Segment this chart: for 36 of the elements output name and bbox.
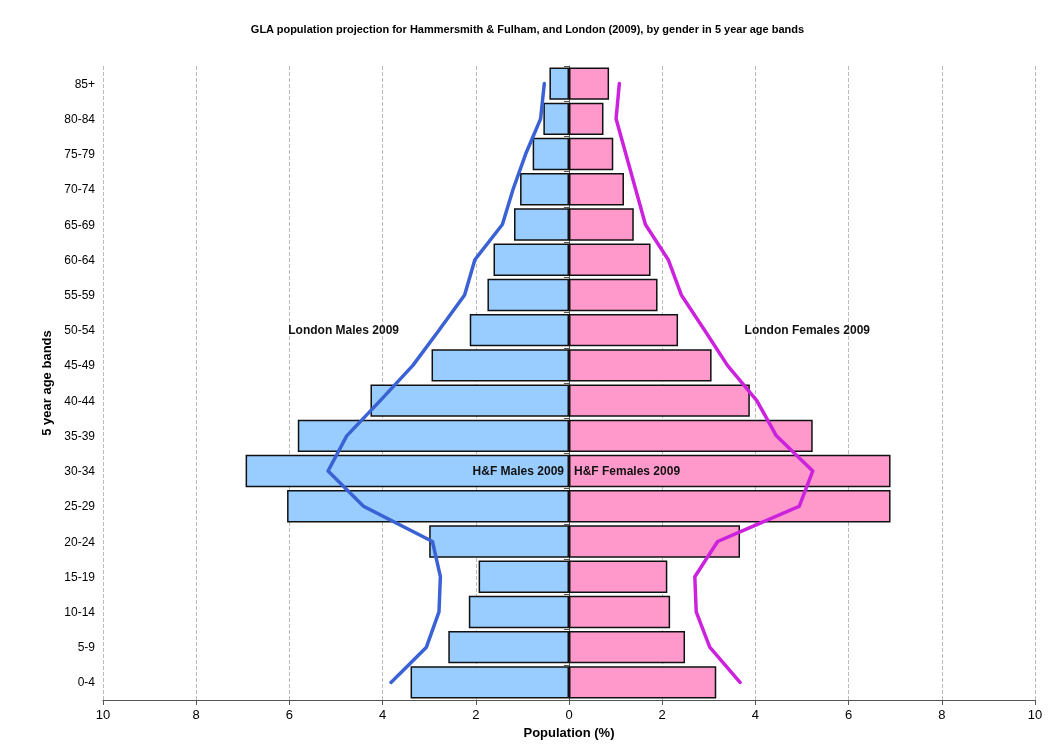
y-tick-label: 35-39 [64,428,96,443]
x-tick-label: 6 [285,707,294,722]
x-tick-label: 2 [658,707,666,722]
y-tick-label: 20-24 [64,534,96,549]
x-tick-label: 0 [565,707,573,722]
x-tick-label: 8 [938,707,946,722]
x-tick-label: 8 [192,707,200,722]
y-tick-label: 40-44 [64,393,96,408]
x-tick-label: 4 [378,707,387,722]
series-label: H&F Females 2009 [574,464,681,479]
y-tick-label: 65-69 [64,217,96,232]
y-tick-label: 15-19 [64,569,96,584]
y-axis-title: 5 year age bands [39,330,55,436]
x-tick-label: 2 [472,707,480,722]
x-tick-label: 4 [751,707,760,722]
y-tick-label: 85+ [74,76,95,91]
chart-title: GLA population projection for Hammersmith & Fulham, and London (2009), by gender in 5 year age bands [250,22,805,35]
series-label: H&F Males 2009 [472,464,565,479]
y-tick-label: 45-49 [64,358,96,373]
y-tick-label: 50-54 [64,323,96,338]
y-tick-label: 75-79 [64,147,96,162]
x-tick-label: 6 [844,707,853,722]
text: London Females 2009 [744,323,871,338]
y-tick-label: 80-84 [64,111,96,126]
y-tick-label: 25-29 [64,499,96,514]
y-tick-label: 10-14 [64,604,96,619]
x-axis-title: Population (%) [523,724,615,740]
y-tick-label: 30-34 [64,464,96,479]
x-tick-label: 10 [1027,707,1043,722]
x-tick-label: 10 [95,707,111,722]
y-tick-label: 60-64 [64,252,96,267]
text: London Males 2009 [288,323,400,338]
y-tick-label: 70-74 [64,182,96,197]
y-tick-label: 0-4 [77,675,96,690]
y-tick-label: 55-59 [64,287,96,302]
y-tick-label: 5-9 [77,640,96,655]
